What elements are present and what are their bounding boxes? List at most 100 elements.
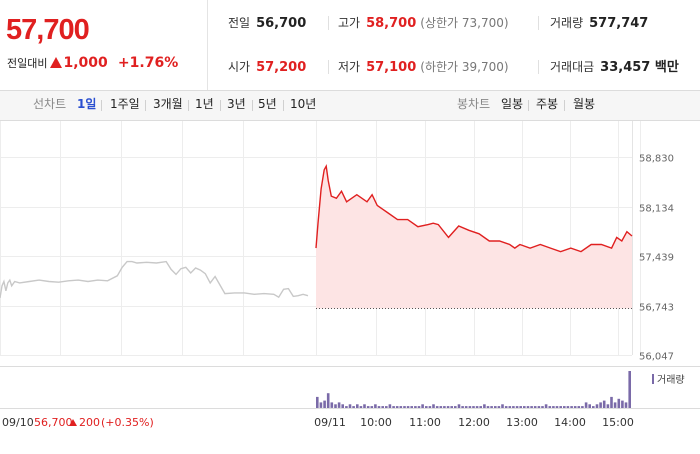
x-tick-label: 14:00 — [554, 416, 586, 429]
volume-bar — [454, 406, 457, 408]
volume-bar — [581, 406, 584, 408]
volume-bar — [504, 406, 508, 408]
volume-bar — [512, 406, 515, 408]
prev-day-close: 56,700 — [34, 416, 73, 429]
divider — [252, 100, 253, 111]
volume-bar — [523, 406, 526, 408]
tab-weekly-candle[interactable]: 주봉 — [536, 97, 559, 111]
volume-bar — [356, 404, 359, 408]
y-tick-label: 57,439 — [639, 253, 674, 264]
x-tick-label: 13:00 — [506, 416, 538, 429]
volume-bar — [414, 406, 417, 408]
tab-monthly-candle[interactable]: 월봉 — [573, 97, 596, 111]
stat-value: 57,100 — [366, 60, 417, 75]
change-value: 1,000 — [63, 55, 108, 71]
volume-bar — [359, 406, 363, 408]
volume-bar — [417, 406, 421, 408]
volume-bar — [533, 406, 537, 408]
x-tick-label: 12:00 — [458, 416, 490, 429]
volume-bar — [410, 406, 413, 408]
volume-bar — [613, 402, 617, 408]
divider — [283, 100, 284, 111]
y-tick-label: 58,134 — [639, 204, 674, 215]
volume-bar — [501, 404, 504, 408]
volume-bar — [330, 402, 334, 408]
volume-bar — [435, 406, 439, 408]
tab-10year[interactable]: 10년 — [290, 97, 317, 111]
volume-bar — [552, 406, 555, 408]
volume-bar — [584, 402, 588, 408]
tab-3month[interactable]: 3개월 — [153, 97, 183, 111]
up-triangle-icon — [50, 57, 63, 68]
stats-panel: 전일 56,700 고가 58,700 (상한가 73,700) 거래량 577,747… — [208, 0, 700, 90]
volume-bar — [348, 404, 352, 408]
tab-5year[interactable]: 5년 — [258, 97, 277, 111]
volume-bar — [508, 406, 512, 408]
volume-bar — [599, 402, 602, 408]
volume-bar — [370, 406, 374, 408]
volume-bar — [483, 404, 486, 408]
divider — [528, 100, 529, 111]
tab-1year[interactable]: 1년 — [195, 97, 214, 111]
divider — [538, 16, 539, 30]
volume-bar — [526, 406, 530, 408]
y-tick-label: 56,743 — [639, 303, 674, 314]
volume-bar — [395, 406, 399, 408]
stat-label: 시가 — [228, 60, 251, 74]
price-chart: 58,830 58,134 57,439 56,743 56,047 거래량 09/11 10… — [0, 121, 700, 450]
change-label: 전일대비 — [7, 57, 48, 70]
candle-chart-label: 봉차트 — [457, 97, 491, 111]
volume-bar — [464, 406, 468, 408]
divider — [328, 16, 329, 30]
tab-daily-candle[interactable]: 일봉 — [501, 97, 524, 111]
today-area-fill — [316, 166, 632, 309]
tab-1day[interactable]: 1일 — [77, 97, 97, 111]
volume-bar — [592, 406, 595, 408]
volume-bar — [577, 406, 581, 408]
divider — [220, 100, 221, 111]
prev-day-date: 09/10 — [2, 416, 34, 429]
volume-bar — [352, 406, 355, 408]
tab-1week[interactable]: 1주일 — [110, 97, 140, 111]
volume-bar — [494, 406, 497, 408]
line-chart-label: 선차트 — [33, 97, 67, 111]
volume-bar — [541, 406, 544, 408]
stat-value: 56,700 — [256, 16, 307, 31]
x-tick-label: 09/11 — [314, 416, 346, 429]
tab-3year[interactable]: 3년 — [227, 97, 246, 111]
volume-bar — [468, 406, 472, 408]
divider — [188, 100, 189, 111]
volume-bar — [621, 400, 624, 408]
x-tick-label: 11:00 — [409, 416, 441, 429]
today-price-line — [315, 164, 633, 253]
prev-day-change-pct: (+0.35%) — [101, 416, 154, 429]
volume-bar — [566, 406, 570, 408]
volume-bar — [388, 404, 392, 408]
volume-bar — [497, 406, 501, 408]
volume-bar — [530, 406, 533, 408]
volume-bar — [366, 406, 370, 408]
volume-bar — [425, 406, 428, 408]
volume-bar — [461, 406, 464, 408]
divider — [538, 60, 539, 74]
x-tick-label: 10:00 — [360, 416, 392, 429]
volume-bar — [319, 402, 323, 408]
volume-bar — [316, 396, 319, 408]
volume-bar — [548, 406, 552, 408]
volume-bar — [617, 398, 621, 409]
volume-bar — [610, 396, 613, 408]
quote-header: 57,700 전일대비 1,000 +1.76% 전일 56,700 고가 58,70… — [0, 0, 700, 91]
volume-bar — [628, 371, 631, 408]
volume-bar — [479, 406, 482, 408]
price-chart-svg: 58,830 58,134 57,439 56,743 56,047 거래량 09/11 10… — [0, 121, 700, 429]
volume-bar — [457, 404, 461, 408]
up-triangle-icon — [69, 419, 77, 426]
volume-bar — [323, 400, 326, 408]
volume-bar — [490, 406, 493, 408]
volume-bar — [559, 406, 562, 408]
volume-bar — [486, 406, 490, 408]
volume-legend-label: 거래량 — [657, 374, 685, 386]
volume-bar — [555, 406, 559, 408]
stat-label: 거래대금 — [550, 60, 595, 74]
stat-sub: (하한가 39,700) — [420, 60, 509, 74]
